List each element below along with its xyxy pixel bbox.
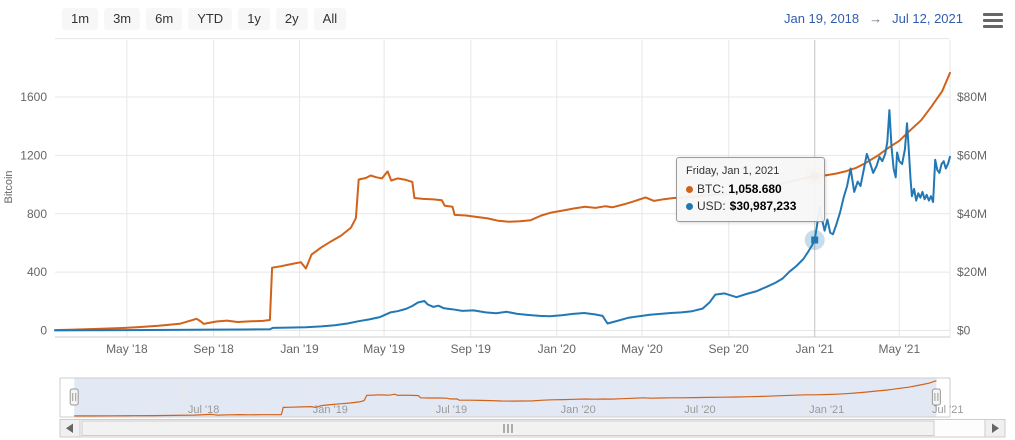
date-range-arrow-icon: → <box>869 11 883 26</box>
navigator-tick-label: Jan '20 <box>561 404 596 416</box>
y-right-tick-label: $80M <box>957 90 987 104</box>
navigator-tick-label: Jan '19 <box>313 404 348 416</box>
x-tick-label: May '18 <box>106 342 148 356</box>
tooltip-row-btc: BTC: 1,058.680 <box>686 182 815 196</box>
navigator-handle-left[interactable] <box>69 388 79 406</box>
y-left-tick-label: 800 <box>27 207 47 221</box>
date-range: Jan 19, 2018 → Jul 12, 2021 <box>784 11 963 26</box>
y-axis-title: Bitcoin <box>3 170 15 203</box>
x-tick-label: Jan '21 <box>796 342 835 356</box>
x-tick-label: May '21 <box>878 342 920 356</box>
tooltip-row-usd: USD: $30,987,233 <box>686 199 815 213</box>
marker-point-usd <box>811 236 819 244</box>
y-right-tick-label: $60M <box>957 148 987 162</box>
range-selector: 1m 3m 6m YTD 1y 2y All <box>62 8 347 31</box>
tooltip-usd-value: $30,987,233 <box>729 199 797 213</box>
scrollbar-right-arrow-icon <box>992 423 999 433</box>
hamburger-menu-icon[interactable] <box>983 13 1003 28</box>
date-from-input[interactable]: Jan 19, 2018 <box>783 11 860 26</box>
scrollbar-left-arrow-icon <box>66 423 73 433</box>
range-button-all[interactable]: All <box>313 8 347 31</box>
x-tick-label: Sep '19 <box>451 342 492 356</box>
tooltip-btc-value: 1,058.680 <box>728 182 782 196</box>
x-tick-label: Sep '20 <box>709 342 750 356</box>
tooltip-usd-label: USD: <box>697 199 726 213</box>
y-left-tick-label: 0 <box>40 324 47 338</box>
x-tick-label: Jan '20 <box>538 342 577 356</box>
y-right-tick-label: $40M <box>957 207 987 221</box>
navigator-tick-label: Jul '20 <box>684 404 715 416</box>
range-button-3m[interactable]: 3m <box>104 8 141 31</box>
chart-tooltip: Friday, Jan 1, 2021 BTC: 1,058.680 USD: … <box>676 157 825 222</box>
hamburger-bar <box>983 13 1003 16</box>
btc-series-bullet-icon <box>686 185 693 193</box>
range-button-2y[interactable]: 2y <box>275 8 308 31</box>
range-button-6m[interactable]: 6m <box>146 8 183 31</box>
navigator-tick-label: Jul '19 <box>436 404 467 416</box>
range-button-ytd[interactable]: YTD <box>188 8 233 31</box>
y-left-tick-label: 400 <box>27 265 47 279</box>
date-to-input[interactable]: Jul 12, 2021 <box>892 11 963 26</box>
y-left-tick-label: 1200 <box>20 148 47 162</box>
y-right-tick-label: $0 <box>957 324 971 338</box>
usd-series-bullet-icon <box>686 202 693 210</box>
x-tick-label: May '20 <box>621 342 663 356</box>
navigator-tick-label: Jan '21 <box>809 404 844 416</box>
range-button-1m[interactable]: 1m <box>62 8 99 31</box>
navigator-tick-label: Jul '21 <box>932 404 963 416</box>
y-right-tick-label: $20M <box>957 265 987 279</box>
tooltip-btc-label: BTC: <box>697 182 725 196</box>
navigator-mask[interactable] <box>74 378 937 417</box>
y-left-tick-label: 1600 <box>20 90 47 104</box>
navigator-tick-label: Jul '18 <box>188 404 219 416</box>
navigator-series-line <box>74 380 937 417</box>
range-button-1y[interactable]: 1y <box>238 8 270 31</box>
x-tick-label: Jan '19 <box>280 342 319 356</box>
hamburger-bar <box>983 19 1003 22</box>
x-tick-label: Sep '18 <box>193 342 234 356</box>
series-line-usd <box>54 109 951 332</box>
hamburger-bar <box>983 25 1003 28</box>
tooltip-date: Friday, Jan 1, 2021 <box>686 165 780 177</box>
x-tick-label: May '19 <box>363 342 405 356</box>
navigator-handle-right[interactable] <box>931 388 941 406</box>
